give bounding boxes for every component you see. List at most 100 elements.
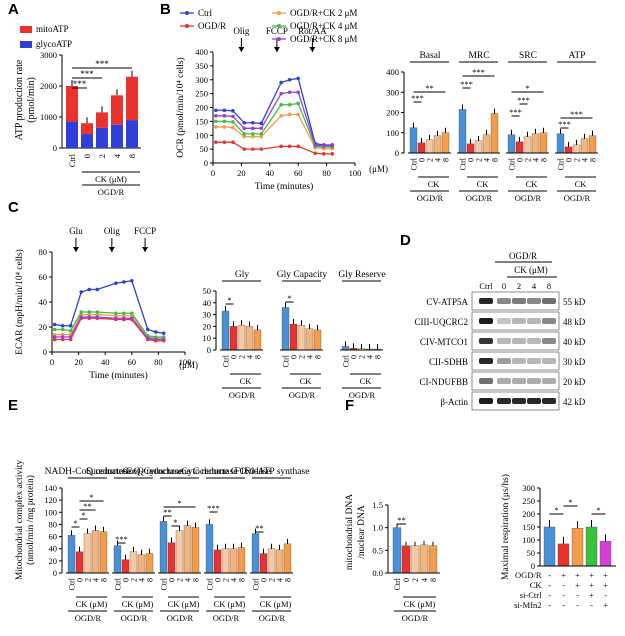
panelE-y-tick-label: 20 bbox=[49, 556, 58, 566]
panelC-point bbox=[60, 335, 65, 339]
panelBbar-sig-label: *** bbox=[558, 119, 571, 129]
panelE-bar bbox=[175, 530, 184, 574]
panelA-sig-label: *** bbox=[73, 79, 87, 89]
blot-band bbox=[479, 358, 493, 364]
panelE-y-tick-label: 40 bbox=[49, 544, 58, 554]
panelBbar-bar bbox=[539, 132, 548, 154]
panelCbar-x-label: 4 bbox=[246, 355, 255, 359]
panelC-point bbox=[79, 290, 84, 294]
panelC-point bbox=[68, 337, 73, 342]
panelCbar-bar bbox=[313, 329, 322, 351]
panelE-group-sublabel: OGD/R bbox=[259, 613, 286, 623]
panelE-x-label: 4 bbox=[230, 578, 239, 582]
panelBbar-sig-label: *** bbox=[460, 79, 473, 89]
panelB-legend-marker bbox=[185, 11, 189, 15]
panelB-x-tick-label: 60 bbox=[294, 168, 303, 178]
panelE-group-label: CK (μM) bbox=[260, 599, 292, 609]
panel-letter-B: B bbox=[160, 1, 171, 18]
panelCbar-unit: (μM) bbox=[179, 360, 198, 370]
panelCbar-x-label: Ctrl bbox=[342, 354, 351, 367]
panelG-condition-name: si-Ctrl bbox=[520, 590, 542, 600]
panelCbar-sig-label: * bbox=[287, 293, 291, 303]
panelB-xlabel: Time (minutes) bbox=[255, 181, 314, 192]
panelBbar-bar bbox=[523, 136, 532, 154]
panelF-y-tick-label: 0.5 bbox=[372, 545, 383, 555]
blot-lane-label: 2 bbox=[517, 281, 521, 291]
blot-band bbox=[512, 298, 526, 304]
panelC-point bbox=[122, 316, 126, 321]
panelB-x-tick-label: 20 bbox=[237, 168, 246, 178]
blot-header-ck: CK (μM) bbox=[514, 265, 548, 275]
panelC-point bbox=[145, 327, 150, 332]
panelB-legend-label: OGD/R+CK 2 μM bbox=[290, 8, 357, 18]
panelBbar-x-label: 4 bbox=[532, 158, 541, 162]
panelE-sig-label: ** bbox=[83, 501, 92, 511]
panelB-point bbox=[279, 91, 283, 96]
panelC-point bbox=[122, 311, 126, 316]
panelE-x-label: 4 bbox=[138, 578, 147, 582]
panelC-point bbox=[114, 281, 118, 286]
panelB-legend-marker bbox=[277, 24, 281, 28]
panelE-sig-label: *** bbox=[207, 503, 220, 513]
panelE-y-tick-label: 80 bbox=[49, 519, 58, 529]
panelE-x-label: 4 bbox=[276, 578, 285, 582]
panelB-point bbox=[231, 125, 235, 130]
panelF-bar bbox=[401, 545, 411, 574]
panelC-point bbox=[130, 278, 134, 283]
panel-letter-E: E bbox=[8, 397, 18, 414]
panelA-group-label: CK (μM) bbox=[95, 174, 127, 184]
panelBbar-y-tick-label: 0 bbox=[395, 148, 399, 158]
panelBbar-group-label: CK bbox=[575, 179, 588, 189]
panelE-ylabel-2: (nmol/min /mg protein) bbox=[25, 475, 36, 565]
panelB-point bbox=[214, 140, 218, 144]
panelBbar-group-title: MRC bbox=[468, 51, 489, 61]
panelE-x-label: 2 bbox=[268, 578, 277, 582]
blot-band bbox=[542, 398, 556, 404]
panel-letter-A: A bbox=[8, 1, 19, 18]
panelE-bar bbox=[183, 525, 192, 574]
blot-band bbox=[497, 338, 511, 344]
panelB-point bbox=[250, 147, 255, 151]
panelB-point bbox=[242, 126, 247, 131]
panelE-bar bbox=[213, 549, 222, 574]
panelG-sig-label: * bbox=[596, 505, 600, 515]
panelB-y-tick-label: 300 bbox=[195, 75, 208, 85]
blot-membrane bbox=[471, 371, 560, 391]
panelA-y-tick-label: 3000 bbox=[40, 50, 57, 60]
panelB-point bbox=[242, 132, 247, 136]
panelE-bar bbox=[251, 533, 260, 574]
legend-glycoATP: glycoATP bbox=[36, 39, 72, 49]
panelC-point bbox=[130, 311, 134, 316]
panelA-x-label: 2 bbox=[97, 154, 107, 158]
panelC-point bbox=[60, 327, 65, 332]
blot-band bbox=[497, 298, 511, 304]
blot-band bbox=[542, 338, 556, 344]
panelB-point bbox=[259, 134, 264, 139]
blot-band bbox=[479, 338, 493, 344]
panel-letter-C: C bbox=[8, 199, 19, 216]
panelB-point bbox=[296, 101, 301, 106]
panelC-point bbox=[79, 310, 84, 314]
panelA-y-tick-label: 1000 bbox=[40, 112, 57, 122]
panelCbar-y-tick-label: 40 bbox=[203, 298, 212, 308]
panelE-x-label: 8 bbox=[100, 578, 109, 582]
panelB-point bbox=[296, 76, 301, 81]
panelE-x-label: 2 bbox=[176, 578, 185, 582]
panelBbar-x-label: 0 bbox=[565, 158, 574, 162]
panelE-y-tick-label: 140 bbox=[44, 483, 57, 493]
panelG-bar bbox=[543, 526, 556, 567]
panelB-ylabel: OCR (pmol/min/10⁴ cells) bbox=[175, 57, 186, 157]
panelCbar-bar bbox=[341, 346, 350, 351]
panelE-y-tick-label: 60 bbox=[49, 532, 58, 542]
blot-membrane bbox=[471, 311, 560, 331]
panelB-legend-marker bbox=[185, 24, 189, 28]
panelE-x-label: Ctrl bbox=[114, 577, 123, 590]
panelB-point bbox=[214, 125, 218, 129]
blot-band bbox=[527, 338, 541, 344]
panelC-point bbox=[153, 335, 158, 339]
panelBbar-x-label: 4 bbox=[483, 158, 492, 162]
panel-letter-D: D bbox=[400, 232, 411, 249]
blot-band bbox=[479, 318, 493, 324]
panelG-condition-value: + bbox=[603, 580, 608, 590]
